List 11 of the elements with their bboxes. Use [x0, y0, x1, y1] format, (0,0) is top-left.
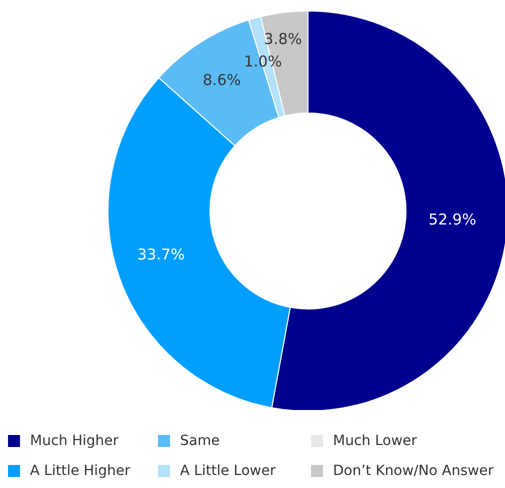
legend-label: Don’t Know/No Answer	[333, 463, 494, 479]
legend-label: A Little Lower	[180, 463, 276, 479]
legend-label: Much Lower	[333, 433, 417, 449]
data-label: 3.8%	[264, 30, 302, 48]
legend-label: Much Higher	[30, 433, 119, 449]
data-label: 52.9%	[428, 210, 476, 229]
legend-label: A Little Higher	[30, 463, 130, 479]
data-label: 33.7%	[137, 246, 185, 264]
data-label: 1.0%	[244, 52, 282, 70]
data-label: 8.6%	[202, 70, 241, 89]
legend-label: Same	[180, 433, 220, 449]
